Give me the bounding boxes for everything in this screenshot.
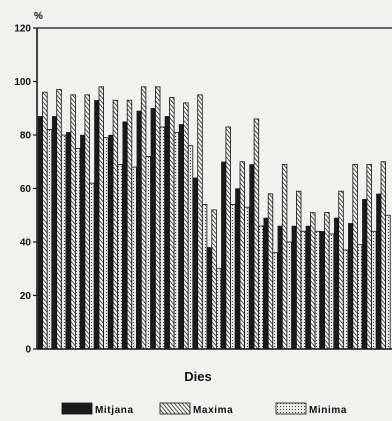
bar-minima-20 — [314, 230, 321, 350]
bar-maxima-24 — [366, 164, 372, 350]
bar-minima-1 — [46, 129, 53, 350]
bar-minima-9 — [159, 126, 165, 350]
bar-mitjana-22 — [333, 217, 339, 350]
x-axis-label: Dies — [184, 369, 211, 384]
bar-mitjana-15 — [235, 188, 241, 350]
bar-maxima-2 — [56, 89, 62, 350]
bar-maxima-18 — [281, 164, 288, 350]
bar-maxima-7 — [126, 99, 133, 350]
bar-minima-5 — [103, 137, 109, 350]
bar-mitjana-25 — [376, 193, 382, 350]
bar-mitjana-16 — [249, 164, 255, 350]
bar-maxima-3 — [70, 94, 76, 350]
bar-mitjana-3 — [66, 132, 71, 350]
bar-minima-21 — [328, 233, 335, 350]
bar-maxima-22 — [338, 190, 344, 350]
bar-maxima-21 — [324, 212, 330, 350]
bar-mitjana-18 — [277, 225, 283, 350]
bar-maxima-15 — [239, 161, 245, 350]
y-axis-unit: % — [34, 11, 43, 22]
bar-mitjana-20 — [305, 225, 311, 350]
bar-mitjana-2 — [51, 116, 57, 350]
legend-swatch-minima — [275, 402, 307, 415]
y-tick-label: 40 — [20, 238, 32, 249]
bar-minima-25 — [385, 214, 391, 350]
bar-maxima-17 — [267, 193, 274, 350]
bar-maxima-11 — [183, 102, 189, 350]
bar-maxima-16 — [253, 118, 260, 350]
bar-maxima-19 — [295, 190, 302, 350]
legend-label-minima: Minima — [309, 405, 347, 416]
bar-minima-19 — [300, 230, 306, 350]
bar-maxima-10 — [169, 97, 175, 350]
bar-minima-16 — [258, 225, 264, 350]
bar-mitjana-11 — [178, 124, 184, 350]
bar-mitjana-9 — [150, 108, 156, 350]
bar-minima-8 — [145, 155, 151, 350]
bar-minima-24 — [371, 230, 377, 350]
bar-mitjana-6 — [108, 134, 114, 350]
bar-mitjana-24 — [362, 199, 368, 350]
bar-mitjana-4 — [80, 134, 86, 350]
bar-mitjana-13 — [207, 247, 212, 350]
bar-minima-22 — [342, 249, 349, 350]
y-tick-label: 20 — [20, 291, 32, 302]
legend-swatch-mitjana — [61, 402, 93, 415]
y-tick-label: 60 — [20, 184, 32, 195]
bar-minima-2 — [60, 134, 67, 350]
bar-mitjana-10 — [164, 116, 170, 350]
bar-maxima-25 — [380, 161, 386, 350]
legend: Mitjana Maxima Minima — [61, 402, 347, 416]
bar-minima-7 — [131, 166, 137, 350]
bar-mitjana-7 — [122, 121, 128, 350]
bar-maxima-9 — [154, 86, 161, 350]
bar-maxima-13 — [211, 209, 217, 350]
bar-mitjana-14 — [221, 161, 227, 350]
legend-label-mitjana: Mitjana — [95, 405, 134, 416]
bar-maxima-4 — [84, 94, 90, 350]
bar-maxima-5 — [98, 86, 104, 350]
legend-label-maxima: Maxima — [193, 405, 233, 416]
bar-minima-12 — [201, 204, 208, 350]
y-axis-ticks: 0 20 40 60 80 100 120 — [14, 24, 37, 356]
bar-maxima-20 — [310, 212, 316, 350]
bar-minima-6 — [117, 164, 123, 350]
bar-minima-3 — [75, 147, 81, 350]
bar-minima-10 — [173, 131, 180, 350]
bar-maxima-6 — [112, 99, 119, 350]
bar-minima-18 — [286, 241, 292, 350]
y-tick-label: 0 — [25, 345, 31, 356]
bar-maxima-8 — [140, 86, 147, 350]
bar-mitjana-19 — [291, 225, 297, 350]
bar-maxima-12 — [197, 94, 203, 350]
bar-minima-17 — [272, 252, 278, 350]
bar-maxima-23 — [352, 164, 358, 350]
bar-mitjana-17 — [263, 217, 269, 350]
bar-minima-11 — [187, 145, 194, 350]
bar-mitjana-21 — [319, 231, 325, 350]
bar-mitjana-5 — [94, 100, 100, 350]
bar-mitjana-23 — [348, 223, 353, 350]
bar-minima-15 — [244, 206, 250, 350]
bar-minima-23 — [356, 244, 363, 350]
bar-minima-4 — [89, 182, 95, 350]
bar-mitjana-8 — [136, 110, 142, 350]
bar-mitjana-1 — [37, 116, 43, 350]
legend-swatch-maxima — [159, 402, 191, 415]
bar-maxima-14 — [225, 126, 231, 350]
y-tick-label: 80 — [20, 131, 32, 142]
bar-mitjana-12 — [192, 177, 198, 350]
bar-minima-13 — [215, 268, 222, 350]
bar-minima-14 — [230, 204, 236, 350]
bar-maxima-1 — [42, 91, 48, 350]
y-tick-label: 100 — [14, 77, 31, 88]
y-tick-label: 120 — [14, 24, 31, 35]
bars-layer — [37, 86, 391, 350]
